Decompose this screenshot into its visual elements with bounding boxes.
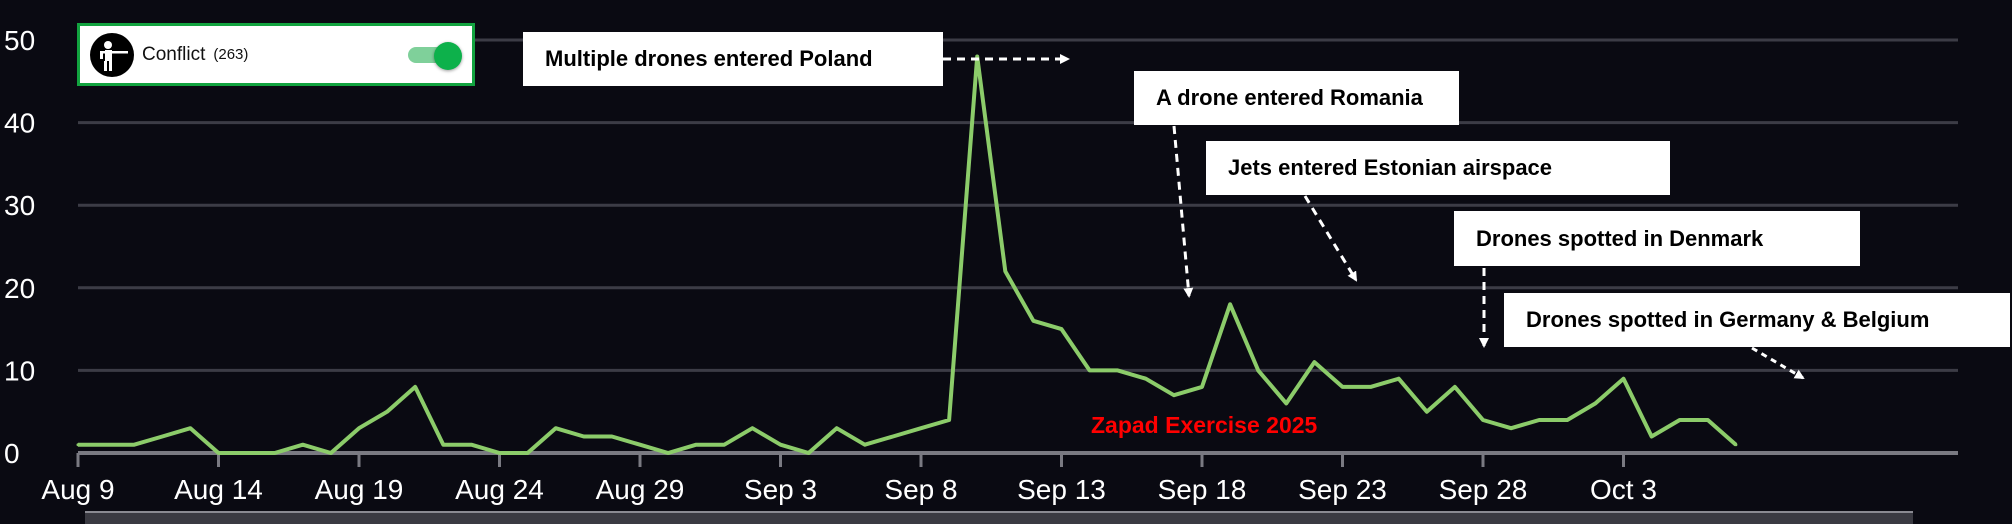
data-point [1369,385,1373,389]
x-tick-label: Aug 14 [174,474,263,505]
data-point [1678,418,1682,422]
x-tick-label: Oct 3 [1590,474,1657,505]
data-point [469,443,473,447]
data-point [1284,401,1288,405]
data-point [1060,327,1063,331]
data-point [863,443,867,447]
series-toggle[interactable] [408,42,462,70]
range-scrollbar[interactable] [85,511,1913,524]
x-tick-label: Sep 23 [1298,474,1387,505]
y-tick-label: 10 [4,355,35,386]
data-point [1706,418,1710,422]
x-tick-label: Aug 29 [596,474,685,505]
data-point [779,443,782,447]
x-tick-label: Aug 24 [455,474,544,505]
data-point [301,443,305,447]
data-point [1734,443,1738,447]
y-tick-label: 30 [4,190,35,221]
data-point [1228,302,1232,306]
data-point [441,443,445,447]
arrow-romania [1172,125,1194,298]
legend-conflict: Conflict (263) [77,23,475,86]
data-point [1256,368,1260,372]
data-point [76,443,80,447]
data-point [1200,385,1204,389]
data-point [1481,418,1485,422]
legend-count: (263) [213,46,249,63]
x-tick-label: Sep 8 [884,474,957,505]
data-point [919,426,923,430]
data-point [666,451,670,455]
annotation-poland: Multiple drones entered Poland [523,32,943,86]
data-point [1593,401,1597,405]
zapad-exercise-label: Zapad Exercise 2025 [1091,412,1318,438]
data-point [1397,377,1401,381]
data-point [1003,269,1007,273]
x-tick-label: Sep 3 [744,474,817,505]
data-point [385,410,389,414]
data-point [1172,393,1176,397]
data-point [1622,377,1625,381]
data-point [807,451,811,455]
data-point [104,443,108,447]
annotation-estonia: Jets entered Estonian airspace [1206,141,1670,195]
y-tick-label: 0 [4,438,20,469]
data-point [1144,377,1148,381]
data-point [132,443,136,447]
data-point [1116,368,1120,372]
data-point [891,434,895,438]
data-point [160,434,164,438]
y-tick-label: 20 [4,273,35,304]
data-point [750,426,754,430]
data-point [975,55,979,59]
data-point [947,418,951,422]
series-line-conflict [78,54,1738,455]
data-point [638,443,642,447]
data-point [245,451,249,455]
data-point [526,451,530,455]
data-point [329,451,333,455]
data-point [498,451,501,455]
annotation-arrows [943,54,1805,380]
data-point [357,426,361,430]
data-point [217,451,220,455]
data-point [273,451,277,455]
data-point [1650,434,1654,438]
data-point [582,434,586,438]
arrow-germany-belgium [1751,346,1805,380]
legend-label: Conflict [142,43,206,65]
data-point [554,426,558,430]
x-tick-label: Sep 28 [1439,474,1528,505]
data-point [1341,385,1344,389]
data-point [1537,418,1541,422]
x-tick-label: Sep 18 [1158,474,1247,505]
data-point [835,426,839,430]
data-point [413,385,417,389]
annotation-romania: A drone entered Romania [1134,71,1459,125]
data-point [1565,418,1569,422]
data-point [1088,368,1092,372]
toggle-knob [434,42,462,70]
arrow-estonia [1303,195,1358,282]
data-point [1425,410,1429,414]
data-point [722,443,726,447]
data-point [694,443,698,447]
x-tick-label: Aug 9 [41,474,114,505]
y-tick-label: 40 [4,108,35,139]
y-tick-label: 50 [4,25,35,56]
data-point [1453,385,1457,389]
data-point [610,434,614,438]
data-point [1031,319,1035,323]
annotation-denmark: Drones spotted in Denmark [1454,211,1860,266]
data-point [1509,426,1513,430]
data-point [1312,360,1316,364]
annotation-germany-belgium: Drones spotted in Germany & Belgium [1504,293,2010,347]
x-tick-label: Aug 19 [315,474,404,505]
x-tick-label: Sep 13 [1017,474,1106,505]
data-point [188,426,192,430]
rifleman-icon [90,32,134,77]
